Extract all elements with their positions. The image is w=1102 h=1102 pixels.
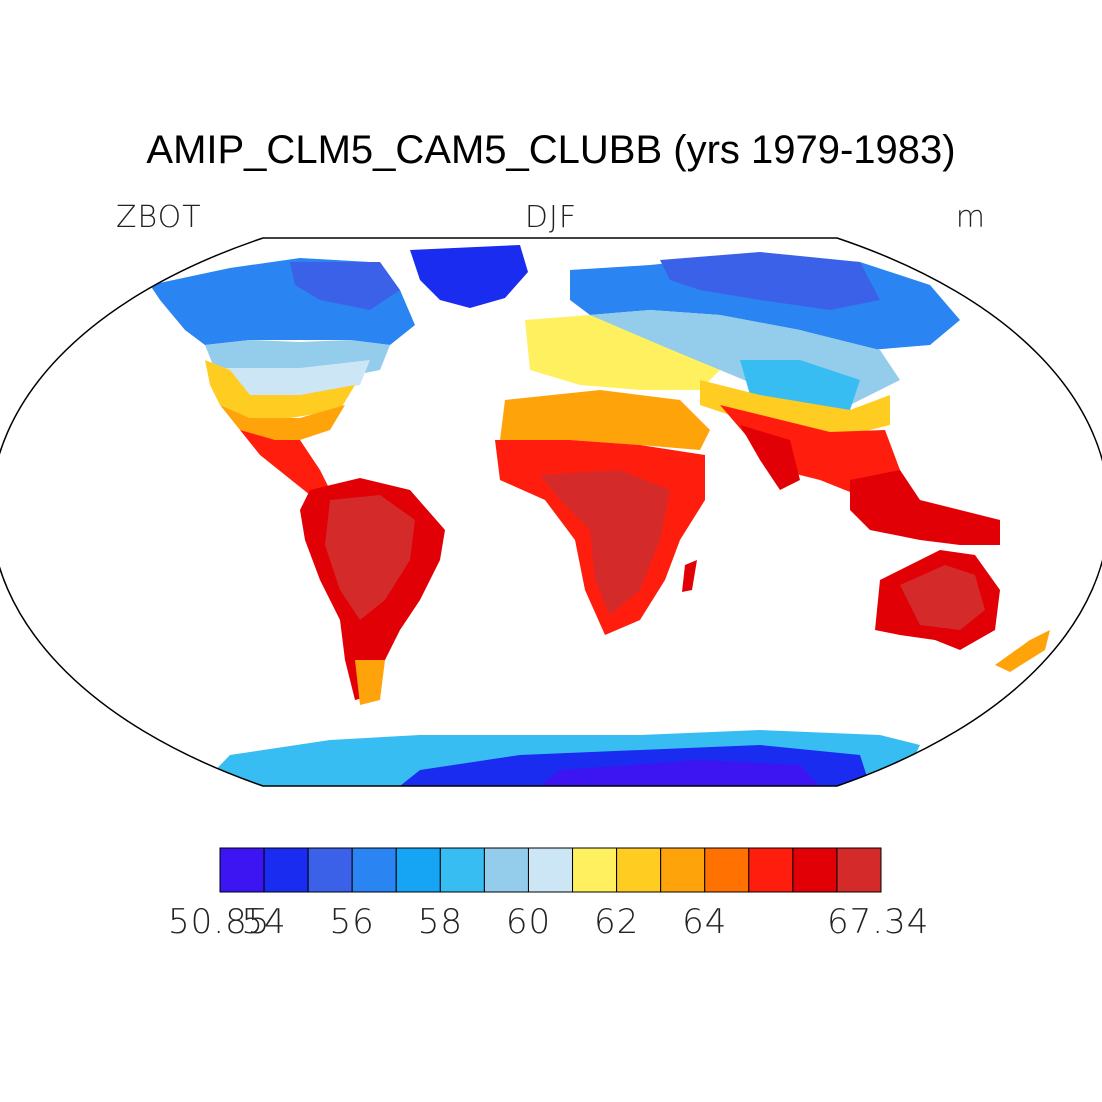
colorbar-swatch bbox=[307, 847, 353, 893]
colorbar-tick-label: 67.34 bbox=[827, 902, 930, 942]
colorbar-tick-label: 64 bbox=[682, 902, 728, 942]
eurasia-arctic bbox=[660, 252, 880, 310]
new-zealand bbox=[995, 630, 1050, 672]
colorbar-swatch bbox=[439, 847, 485, 893]
colorbar-swatch bbox=[704, 847, 750, 893]
south-america-interior bbox=[325, 495, 415, 620]
plot-title: AMIP_CLM5_CAM5_CLUBB (yrs 1979-1983) bbox=[146, 128, 956, 172]
colorbar-tick-label: 50.85 bbox=[168, 902, 271, 942]
north-america-arctic bbox=[290, 262, 400, 310]
colorbar-swatch bbox=[616, 847, 662, 893]
antarctica-core bbox=[540, 760, 820, 786]
colorbar-tick-label: 58 bbox=[417, 902, 463, 942]
india bbox=[740, 425, 800, 490]
colorbar-tick-label: 62 bbox=[593, 902, 640, 942]
africa-interior bbox=[540, 470, 670, 615]
colorbar-swatch bbox=[836, 847, 882, 893]
north-africa bbox=[500, 390, 710, 450]
units-label: m bbox=[955, 200, 986, 235]
land-fill-layer bbox=[150, 245, 1050, 786]
central-america bbox=[240, 430, 330, 495]
variable-label: ZBOT bbox=[116, 200, 202, 235]
southeast-asia bbox=[850, 470, 1000, 545]
south-america-tip bbox=[355, 660, 385, 705]
colorbar-swatch bbox=[572, 847, 618, 893]
south-asia-north bbox=[700, 380, 890, 440]
north-america-warm bbox=[205, 360, 355, 418]
madagascar bbox=[682, 560, 697, 592]
europe bbox=[525, 315, 720, 390]
colorbar-tick-label: 54 bbox=[241, 902, 287, 942]
greenland-region bbox=[410, 245, 528, 308]
colorbar-swatch bbox=[483, 847, 529, 893]
colorbar-tick-label: 60 bbox=[505, 902, 552, 942]
season-label: DJF bbox=[524, 200, 578, 235]
colorbar-swatch bbox=[263, 847, 309, 893]
colorbar-tick-label: 56 bbox=[329, 902, 375, 942]
colorbar-swatch bbox=[527, 847, 574, 893]
colorbar-swatch bbox=[351, 847, 397, 893]
colorbar-swatch bbox=[219, 847, 265, 893]
colorbar-swatch bbox=[660, 847, 706, 893]
south-asia bbox=[720, 405, 900, 500]
colorbar-swatch bbox=[395, 847, 441, 893]
north-america-cool bbox=[225, 360, 370, 395]
colorbar-swatch bbox=[792, 847, 838, 893]
australia-interior bbox=[900, 565, 985, 630]
colorbar-swatch bbox=[748, 847, 794, 893]
globe-outline bbox=[0, 237, 1102, 787]
